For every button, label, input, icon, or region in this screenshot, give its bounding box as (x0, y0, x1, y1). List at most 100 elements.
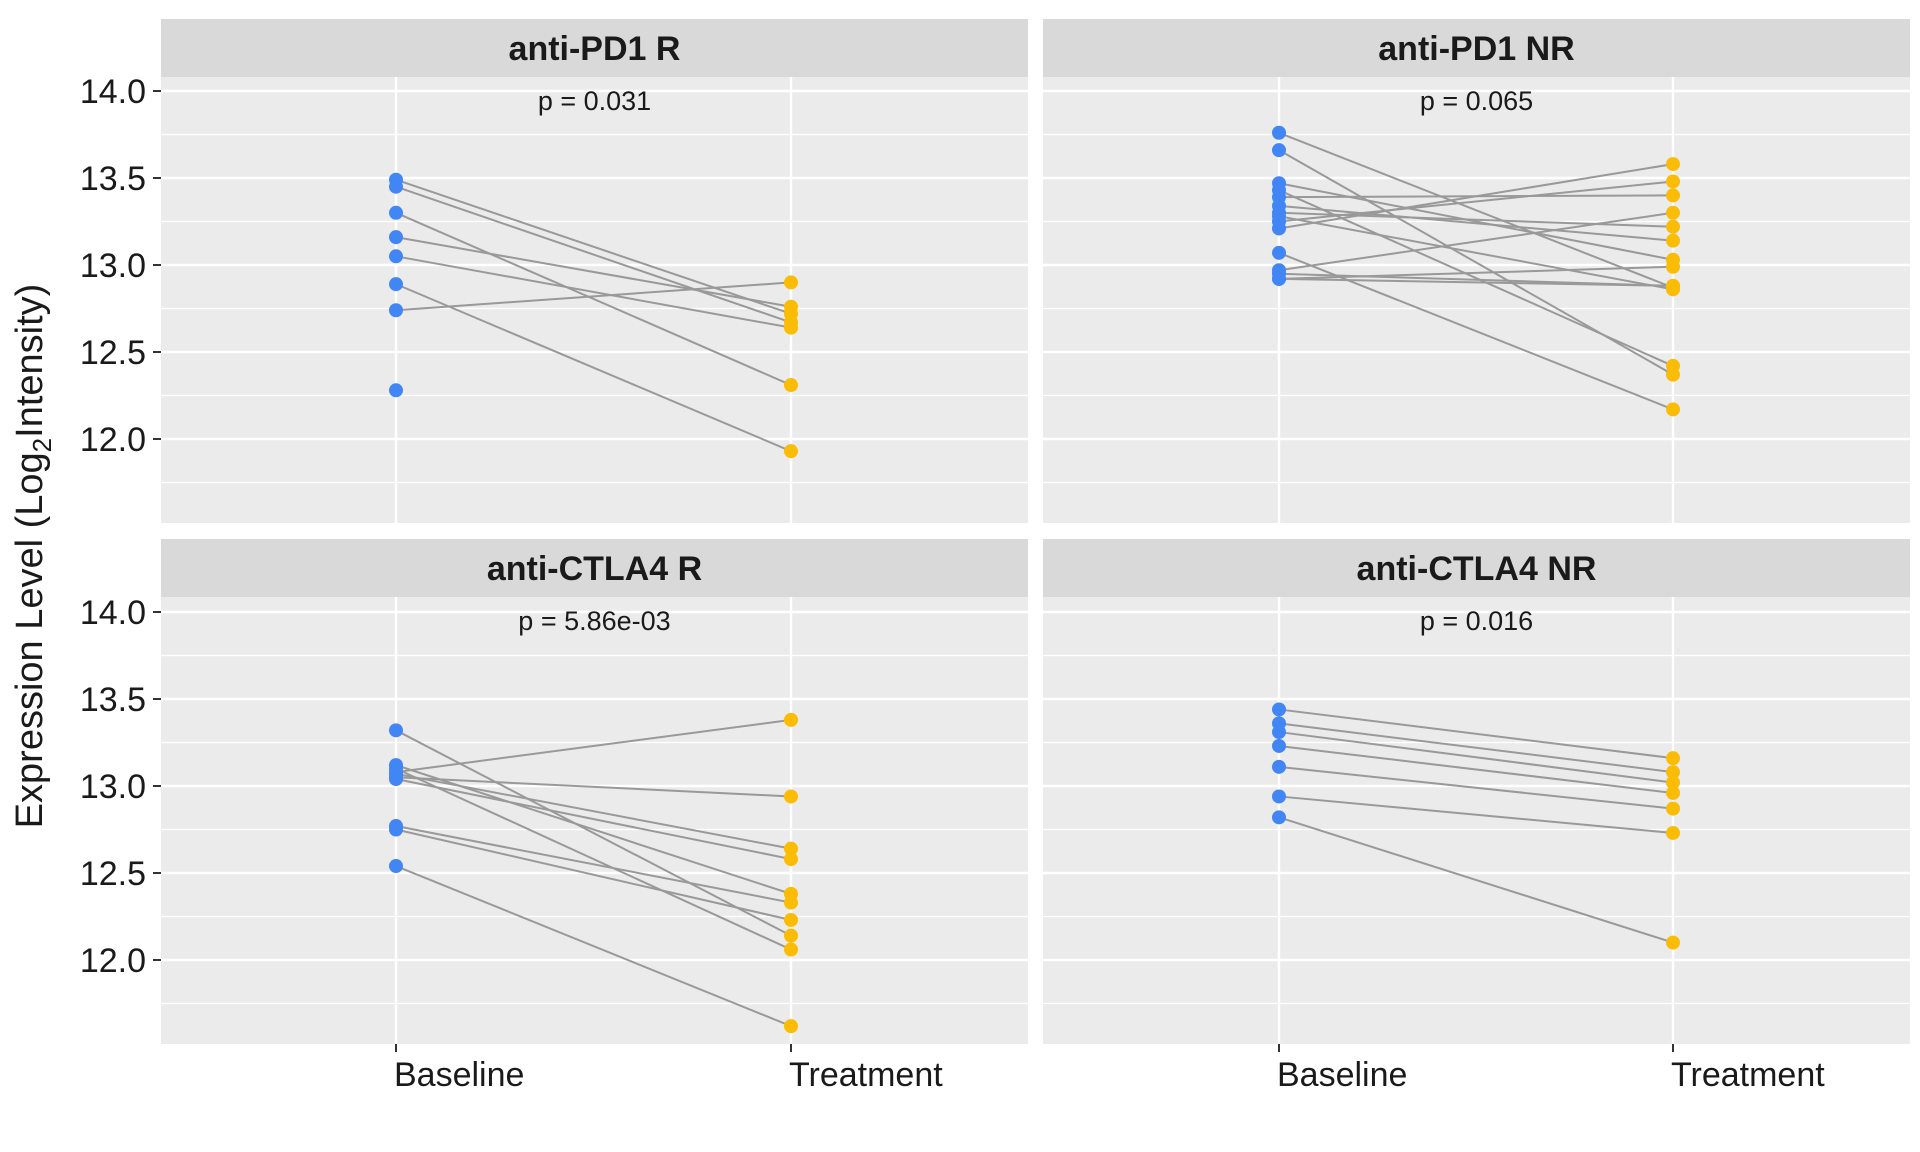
paired-line (1278, 163, 1674, 230)
paired-line (395, 729, 792, 937)
treatment-point (784, 275, 798, 290)
paired-line (1278, 180, 1674, 223)
facet-strip (161, 539, 1028, 597)
x-tick-label-baseline: Baseline (394, 1056, 524, 1094)
treatment-point (784, 1019, 798, 1034)
panel-background (1043, 77, 1910, 523)
x-tick-label-baseline: Baseline (1277, 1056, 1407, 1094)
baseline-point (1272, 125, 1286, 140)
paired-line (1278, 277, 1674, 287)
treatment-point (784, 852, 798, 867)
paired-line (1278, 251, 1674, 411)
baseline-point (1272, 725, 1286, 740)
facet-title: anti-CTLA4 R (487, 550, 702, 588)
paired-line (395, 211, 792, 386)
treatment-point (1666, 233, 1680, 248)
paired-line (1278, 131, 1674, 289)
baseline-point (389, 205, 403, 220)
treatment-point (1666, 219, 1680, 234)
y-tick-label: 12.5 (80, 334, 146, 372)
treatment-point (784, 912, 798, 927)
baseline-point (1272, 759, 1286, 774)
treatment-point (1666, 205, 1680, 220)
baseline-point (1272, 738, 1286, 753)
y-tick-label: 13.5 (80, 681, 146, 719)
y-tick-label: 13.0 (80, 247, 146, 285)
treatment-point (784, 299, 798, 314)
facet-title: anti-PD1 NR (1378, 30, 1574, 68)
treatment-point (1666, 157, 1680, 172)
paired-line (395, 865, 792, 1028)
baseline-point (1272, 221, 1286, 236)
paired-line (395, 283, 792, 453)
paired-line (395, 236, 792, 308)
treatment-point (1666, 402, 1680, 417)
p-value-label: p = 0.065 (1420, 86, 1533, 116)
p-value-label: p = 5.86e-03 (518, 606, 670, 636)
baseline-point (389, 766, 403, 781)
baseline-point (389, 859, 403, 874)
treatment-point (784, 841, 798, 856)
facet-panel: anti-CTLA4 R p = 5.86e-03 (161, 539, 1028, 1044)
panel-background (161, 597, 1028, 1044)
paired-line (1278, 708, 1674, 760)
y-axis-title: Expression Level (Log2Intensity) (9, 284, 57, 829)
treatment-point (784, 444, 798, 459)
baseline-point (389, 230, 403, 245)
treatment-point (1666, 259, 1680, 274)
y-tick-label: 12.0 (80, 421, 146, 459)
treatment-point (1666, 935, 1680, 950)
treatment-point (784, 712, 798, 727)
y-axis-title-rest: Intensity) (9, 284, 51, 438)
baseline-point (1272, 245, 1286, 260)
paired-line (395, 825, 792, 904)
p-value-label: p = 0.016 (1420, 606, 1533, 636)
paired-line (395, 776, 792, 798)
treatment-point (1666, 785, 1680, 800)
treatment-point (784, 378, 798, 393)
baseline-point (1272, 271, 1286, 286)
facet-panels: anti-PD1 Rp = 0.031 anti-PD1 NR p = 0.065 a… (161, 19, 1910, 1044)
baseline-point (389, 822, 403, 837)
paired-line (395, 778, 792, 861)
treatment-point (784, 942, 798, 957)
paired-line (395, 772, 792, 850)
paired-line (1278, 816, 1674, 944)
treatment-point (1666, 801, 1680, 816)
paired-line (1278, 215, 1674, 291)
treatment-point (784, 320, 798, 335)
baseline-point (389, 303, 403, 318)
facet-strip (161, 19, 1028, 77)
treatment-point (784, 789, 798, 804)
x-tick-label-treatment: Treatment (1671, 1056, 1825, 1094)
paired-line (1278, 744, 1674, 794)
facet-panel: anti-PD1 R p = 0.031 (161, 19, 1028, 523)
y-tick-label: 13.5 (80, 160, 146, 198)
paired-line (1278, 795, 1674, 834)
y-tick-label: 14.0 (80, 594, 146, 632)
baseline-point (389, 179, 403, 194)
baseline-point (1272, 789, 1286, 804)
facet-title: anti-PD1 R (509, 30, 681, 68)
facet-title: anti-CTLA4 NR (1357, 550, 1597, 588)
baseline-point (1272, 143, 1286, 158)
paired-line (1278, 265, 1674, 280)
paired-line (1278, 189, 1674, 367)
baseline-point (389, 277, 403, 292)
treatment-point (1666, 765, 1680, 780)
paired-line (395, 281, 792, 312)
paired-line (395, 255, 792, 329)
baseline-point (389, 723, 403, 738)
treatment-point (1666, 358, 1680, 373)
treatment-point (784, 895, 798, 910)
y-tick-label: 14.0 (80, 73, 146, 111)
treatment-point (1666, 174, 1680, 189)
paired-line (395, 178, 792, 315)
facet-strip (1043, 19, 1910, 77)
treatment-point (1666, 188, 1680, 203)
paired-line (1278, 765, 1674, 810)
paired-line (1278, 211, 1674, 272)
y-tick-label: 13.0 (80, 768, 146, 806)
treatment-point (1666, 825, 1680, 840)
paired-line (1278, 204, 1674, 242)
